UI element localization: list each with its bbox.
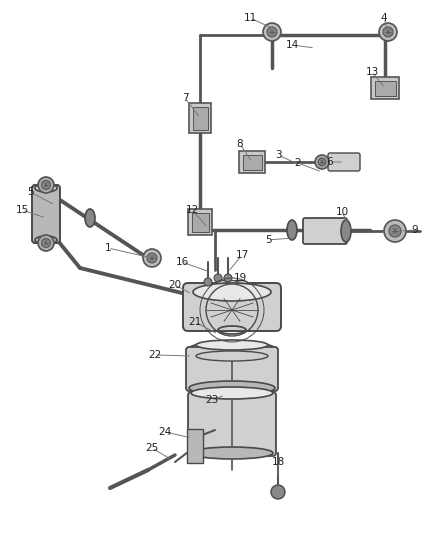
Text: 20: 20: [169, 280, 182, 290]
Circle shape: [318, 158, 326, 166]
FancyBboxPatch shape: [371, 77, 399, 99]
Text: 25: 25: [145, 443, 159, 453]
Ellipse shape: [189, 381, 275, 395]
FancyBboxPatch shape: [189, 103, 211, 133]
FancyBboxPatch shape: [32, 185, 60, 243]
Circle shape: [224, 274, 232, 282]
Text: 24: 24: [159, 427, 172, 437]
Text: 6: 6: [327, 157, 333, 167]
Ellipse shape: [191, 447, 273, 459]
Circle shape: [389, 225, 401, 237]
Circle shape: [143, 249, 161, 267]
Ellipse shape: [35, 184, 57, 192]
Circle shape: [214, 274, 222, 282]
FancyBboxPatch shape: [188, 392, 276, 456]
Ellipse shape: [193, 283, 271, 301]
Text: 7: 7: [182, 93, 188, 103]
Circle shape: [384, 220, 406, 242]
Circle shape: [383, 27, 393, 37]
Text: 5: 5: [265, 235, 271, 245]
Circle shape: [204, 278, 212, 286]
Text: 19: 19: [233, 273, 247, 283]
Circle shape: [38, 235, 54, 251]
Text: 18: 18: [272, 457, 285, 467]
FancyBboxPatch shape: [187, 429, 203, 463]
FancyBboxPatch shape: [191, 213, 208, 231]
Ellipse shape: [191, 387, 273, 399]
Ellipse shape: [196, 351, 268, 361]
FancyBboxPatch shape: [188, 209, 212, 235]
Text: 10: 10: [336, 207, 349, 217]
Text: 15: 15: [15, 205, 28, 215]
Text: 4: 4: [381, 13, 387, 23]
FancyBboxPatch shape: [192, 107, 208, 130]
Ellipse shape: [237, 280, 247, 286]
Circle shape: [38, 177, 54, 193]
Ellipse shape: [35, 236, 57, 244]
Text: 17: 17: [235, 250, 249, 260]
Text: 5: 5: [27, 187, 33, 197]
Text: 1: 1: [105, 243, 111, 253]
Ellipse shape: [85, 209, 95, 227]
FancyBboxPatch shape: [239, 151, 265, 173]
Ellipse shape: [190, 342, 275, 354]
Circle shape: [42, 181, 50, 189]
Ellipse shape: [227, 280, 237, 286]
Text: 12: 12: [185, 205, 198, 215]
Ellipse shape: [217, 280, 227, 286]
FancyBboxPatch shape: [243, 155, 261, 169]
Text: 23: 23: [205, 395, 219, 405]
Text: 22: 22: [148, 350, 162, 360]
Circle shape: [147, 253, 157, 263]
Circle shape: [271, 485, 285, 499]
Text: 8: 8: [237, 139, 244, 149]
Circle shape: [263, 23, 281, 41]
FancyBboxPatch shape: [328, 153, 360, 171]
Circle shape: [267, 27, 277, 37]
Text: 11: 11: [244, 13, 257, 23]
Ellipse shape: [287, 220, 297, 240]
FancyBboxPatch shape: [183, 283, 281, 331]
Text: 14: 14: [286, 40, 299, 50]
Text: 13: 13: [365, 67, 378, 77]
Circle shape: [315, 155, 329, 169]
Ellipse shape: [196, 340, 268, 350]
Ellipse shape: [341, 220, 351, 242]
FancyBboxPatch shape: [303, 218, 347, 244]
Circle shape: [379, 23, 397, 41]
Text: 3: 3: [275, 150, 281, 160]
Text: 9: 9: [412, 225, 418, 235]
Text: 16: 16: [175, 257, 189, 267]
Text: 21: 21: [188, 317, 201, 327]
FancyBboxPatch shape: [374, 80, 396, 95]
Text: 2: 2: [295, 158, 301, 168]
Circle shape: [42, 239, 50, 247]
FancyBboxPatch shape: [186, 347, 278, 391]
